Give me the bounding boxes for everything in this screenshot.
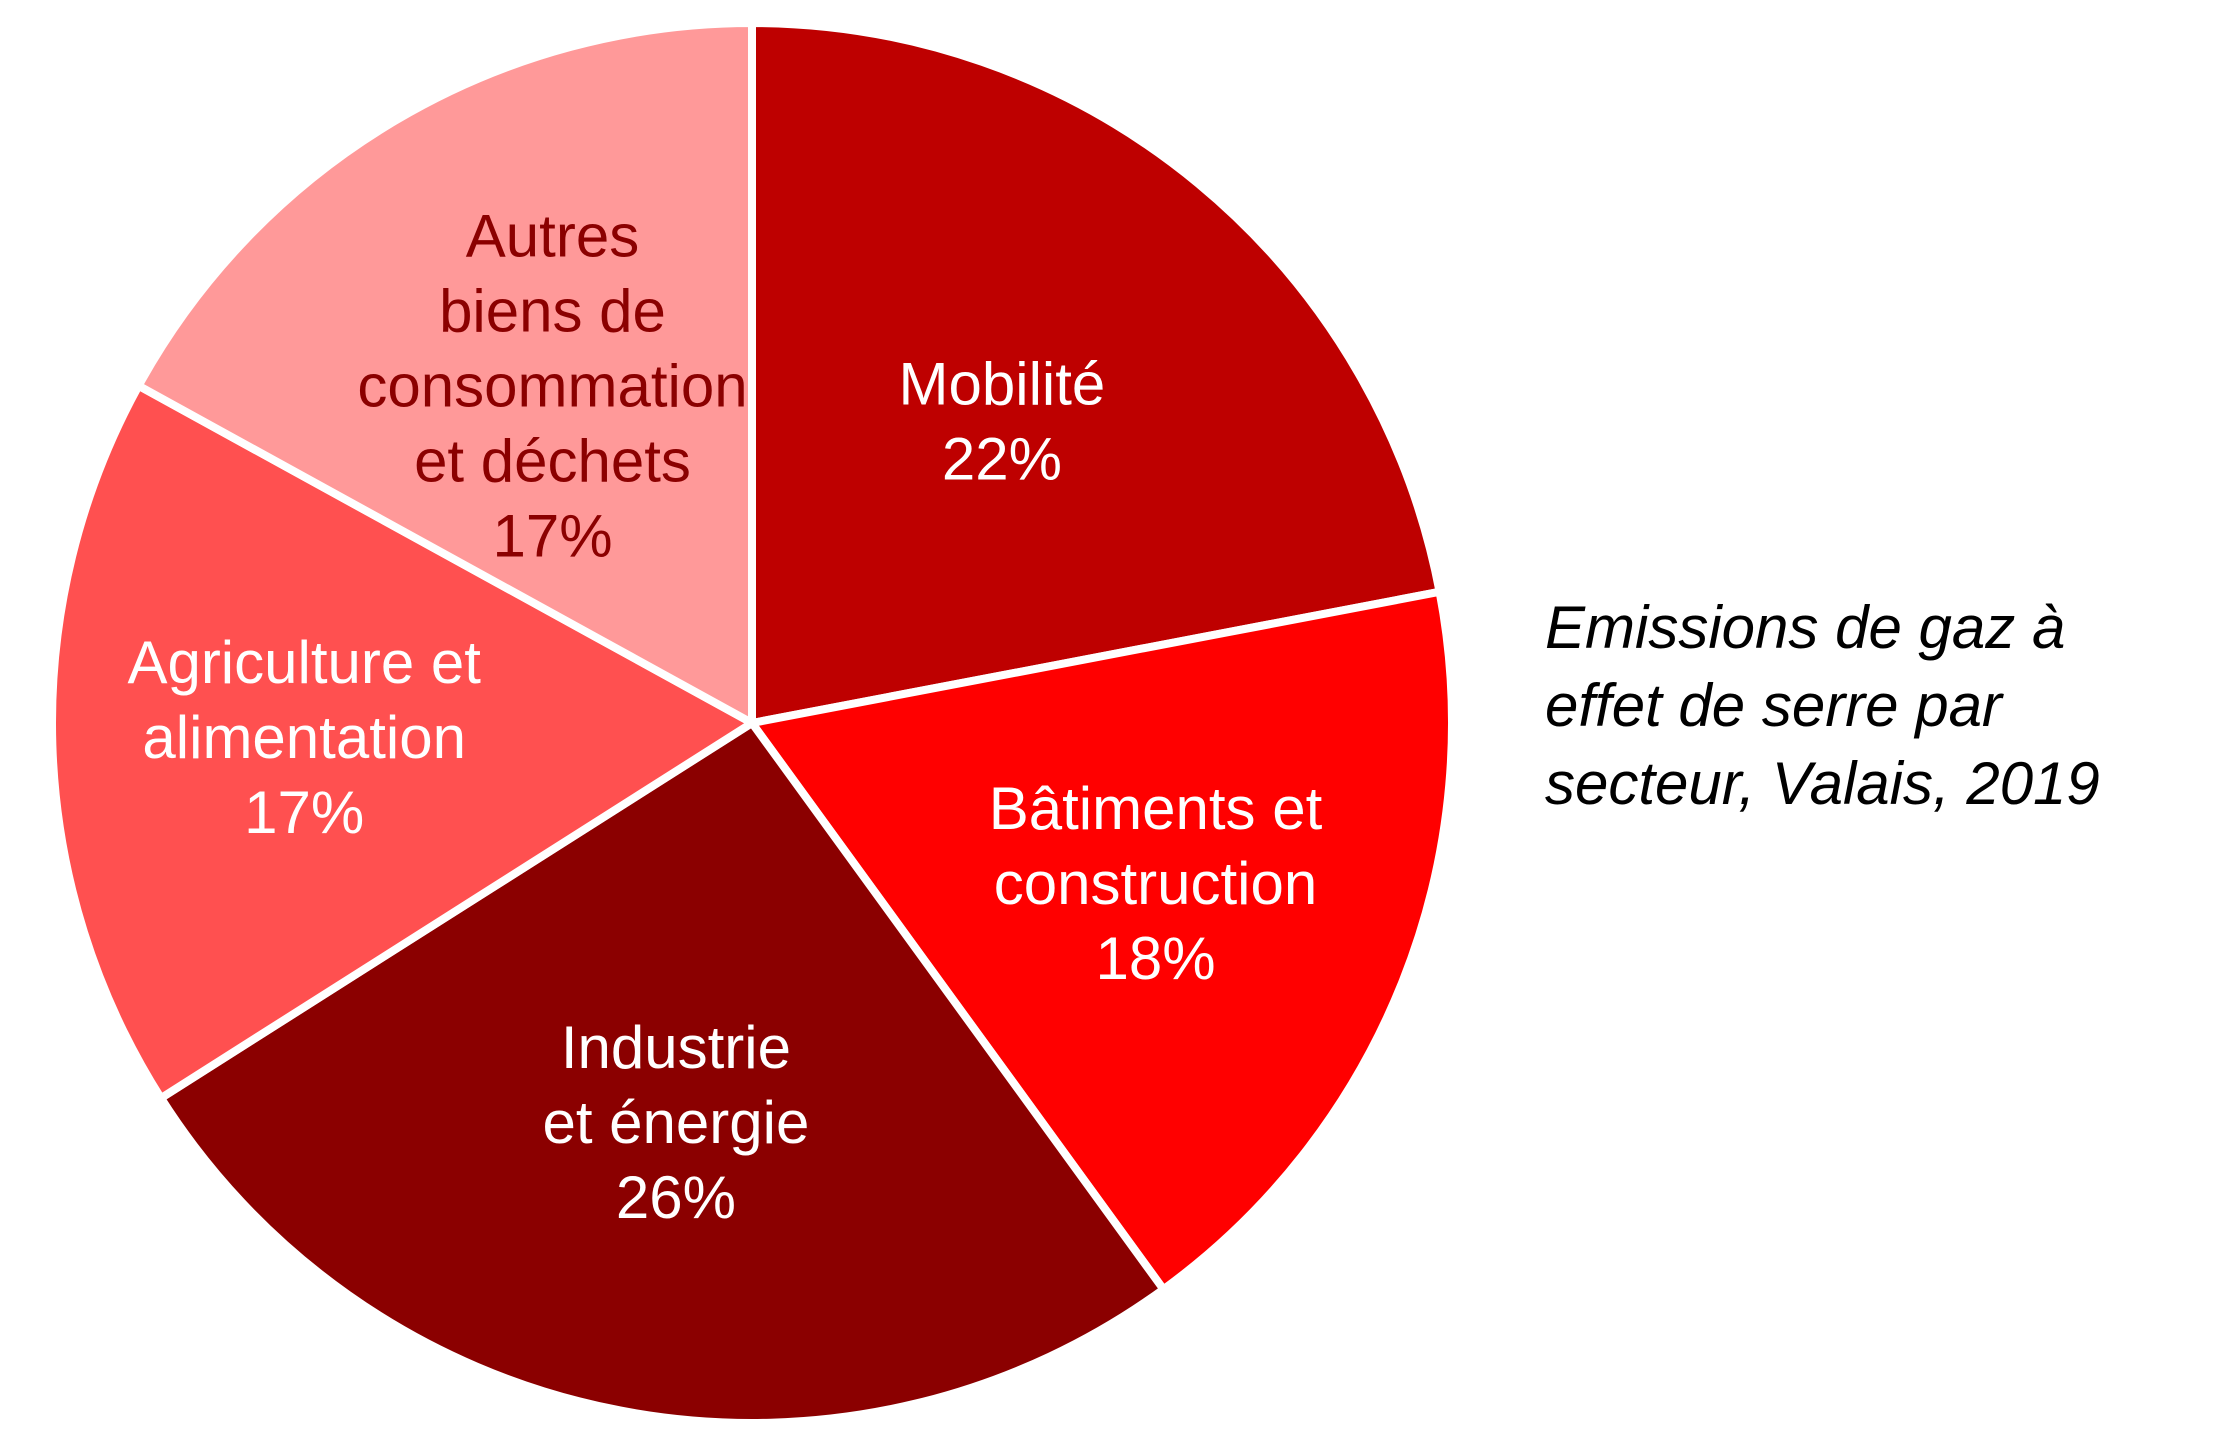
slice-label-line: alimentation [142,704,466,771]
labels-layer: Mobilité 22% Bâtiments et construction 18% In… [127,203,1322,1231]
pie-slice-2 [748,587,1456,1294]
slice-label-3: Industrie et énergie 26% [542,1014,809,1231]
chart-title-line: effet de serre par [1545,672,2004,739]
slice-label-line: 26% [616,1164,736,1231]
chart-title: Emissions de gaz à effet de serre par sect… [1545,594,2100,817]
chart-title-line: Emissions de gaz à [1545,594,2065,661]
pie-slice-5 [134,19,756,727]
slice-label-line: Industrie [561,1014,791,1081]
slice-label-line: 22% [942,426,1062,493]
pie-slice-1 [748,19,1444,727]
slice-label-line: Agriculture et [127,629,481,696]
slice-label-5: Autres biens de consommation et déchets 17% [357,203,747,570]
slice-label-line: Mobilité [899,351,1106,418]
slice-label-line: Autres [466,203,639,270]
slice-label-line: biens de [439,278,666,345]
slice-label-line: 17% [492,503,612,570]
slice-label-line: consommation [357,353,747,420]
slice-label-2: Bâtiments et construction 18% [989,775,1323,992]
slice-label-line: 18% [1095,925,1215,992]
slice-label-line: et énergie [542,1089,809,1156]
slice-label-1: Mobilité 22% [899,351,1106,493]
slice-label-line: construction [994,850,1318,917]
slice-label-line: et déchets [414,428,691,495]
pie-slice-4 [48,381,756,1103]
slices-layer [48,19,1456,1427]
chart-title-line: secteur, Valais, 2019 [1545,750,2100,817]
pie-slice-3 [156,719,1168,1427]
slice-label-line: 17% [244,779,364,846]
slice-label-line: Bâtiments et [989,775,1323,842]
slice-label-4: Agriculture et alimentation 17% [127,629,481,846]
